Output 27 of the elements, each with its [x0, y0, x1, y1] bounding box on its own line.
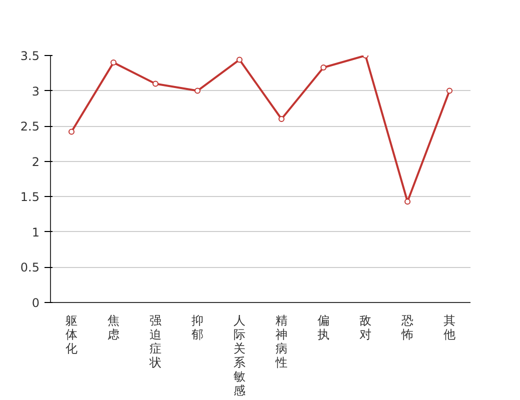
- x-tick-label: 恐怖: [400, 314, 414, 342]
- x-tick-label: 偏执: [318, 314, 330, 342]
- x-tick-label: 强迫症状: [148, 314, 162, 370]
- x-tick-label: 精神病性: [274, 314, 288, 370]
- x-tick-label: 人际关系敏感: [234, 314, 246, 398]
- y-tick-label: 1: [32, 225, 40, 240]
- x-tick-label: 敌对: [360, 314, 372, 342]
- point: [236, 56, 242, 63]
- point: [446, 88, 452, 94]
- y-tick-label: 3.5: [20, 49, 40, 63]
- point: [110, 60, 116, 66]
- x-tick-label: 抑郁: [192, 314, 204, 342]
- point: [404, 198, 410, 205]
- point: [68, 128, 74, 135]
- point: [320, 64, 326, 70]
- y-tick-label: 1.5: [20, 190, 40, 204]
- x-tick-label: 躯体化: [66, 314, 78, 356]
- y-tick-label: 2: [32, 154, 40, 169]
- y-tick-label: 2.5: [20, 120, 40, 134]
- y-tick-label: 0: [32, 296, 40, 310]
- point: [194, 88, 200, 94]
- y-tick-label: 3: [32, 84, 40, 98]
- x-tick-label: 焦虑: [108, 314, 120, 342]
- point: [278, 116, 284, 122]
- y-tick-label: 0.5: [20, 260, 40, 275]
- point: [152, 80, 158, 87]
- x-tick-label: 其他: [444, 314, 456, 342]
